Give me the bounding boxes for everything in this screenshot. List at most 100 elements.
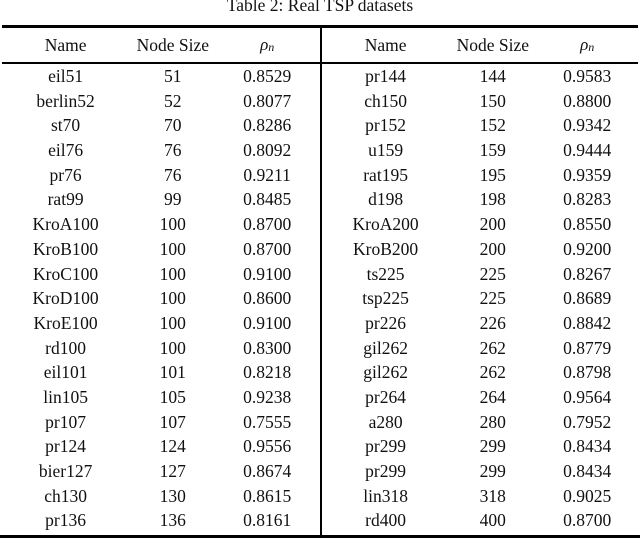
cell-rho: 0.8779 (563, 337, 612, 358)
cell-rho: 0.8700 (243, 238, 292, 259)
cell-rho: 0.7952 (563, 411, 612, 432)
cell-name: pr124 (45, 436, 86, 457)
table-row: eil101 101 0.8218 (0, 360, 320, 385)
cell-name: pr299 (365, 461, 406, 481)
cell-rho: 0.8700 (563, 510, 612, 531)
column-divider-rule (320, 28, 322, 537)
table-row: ch150 150 0.8800 (320, 89, 640, 114)
cell-name: KroE100 (33, 312, 98, 333)
table-row: d198 198 0.8283 (320, 187, 640, 212)
header-label: Name (44, 34, 87, 55)
cell-node-size: 152 (479, 115, 506, 136)
cell-name: gil262 (363, 362, 408, 383)
cell-rho: 0.9200 (563, 238, 612, 259)
cell-node-size: 299 (479, 461, 506, 481)
cell-name: KroA100 (32, 214, 99, 235)
cell-name: KroD100 (32, 288, 99, 309)
cell-name: pr76 (49, 164, 82, 185)
cell-node-size: 105 (159, 386, 186, 407)
cell-node-size: 100 (159, 238, 186, 259)
cell-node-size: 318 (479, 485, 506, 506)
table-row: pr264 264 0.9564 (320, 385, 640, 410)
cell-name: st70 (51, 115, 81, 136)
cell-rho: 0.8485 (243, 189, 292, 210)
cell-node-size: 280 (479, 411, 506, 432)
cell-name: bier127 (38, 461, 93, 481)
table-row: ch130 130 0.8615 (0, 484, 320, 509)
cell-node-size: 100 (159, 312, 186, 333)
cell-name: rd400 (365, 510, 406, 531)
cell-rho: 0.9444 (563, 140, 612, 161)
cell-rho: 0.8300 (243, 337, 292, 358)
cell-rho: 0.8092 (243, 140, 292, 161)
table-row: gil262 262 0.8798 (320, 360, 640, 385)
cell-name: tsp225 (362, 288, 409, 309)
cell-node-size: 127 (159, 461, 186, 481)
cell-node-size: 225 (479, 263, 506, 284)
cell-rho: 0.8267 (563, 263, 612, 284)
table-row: rat195 195 0.9359 (320, 163, 640, 188)
table-right-half: pr144 144 0.9583 ch150 150 0.8800 pr152 152 0.93… (320, 64, 640, 535)
cell-rho: 0.9238 (243, 386, 292, 407)
cell-rho: 0.9025 (563, 485, 612, 506)
cell-node-size: 262 (479, 362, 506, 383)
cell-node-size: 198 (479, 189, 506, 210)
header-label: Node Size (456, 34, 529, 55)
rho-symbol: ρ (260, 35, 269, 54)
cell-rho: 0.8689 (563, 288, 612, 309)
cell-rho: 0.8161 (243, 510, 292, 531)
cell-rho: 0.9564 (563, 386, 612, 407)
cell-name: lin105 (43, 386, 88, 407)
cell-name: eil101 (43, 362, 88, 383)
cell-node-size: 262 (479, 337, 506, 358)
table-row: KroB200 200 0.9200 (320, 237, 640, 262)
cell-name: eil76 (48, 140, 84, 161)
table-row: gil262 262 0.8779 (320, 336, 640, 361)
cell-rho: 0.9359 (563, 164, 612, 185)
cell-node-size: 70 (164, 115, 182, 136)
table-row: KroC100 100 0.9100 (0, 262, 320, 287)
cell-node-size: 225 (479, 288, 506, 309)
cell-name: pr144 (365, 66, 406, 86)
cell-name: eil51 (48, 66, 84, 86)
cell-node-size: 52 (164, 90, 182, 111)
cell-name: d198 (368, 189, 404, 210)
cell-name: ts225 (366, 263, 405, 284)
table-row: KroE100 100 0.9100 (0, 311, 320, 336)
col-header-name-right: Name (320, 28, 451, 62)
table-row: pr226 226 0.8842 (320, 311, 640, 336)
cell-name: KroA200 (352, 214, 419, 235)
table-row: pr124 124 0.9556 (0, 434, 320, 459)
cell-rho: 0.9211 (243, 164, 291, 185)
cell-name: pr107 (45, 411, 86, 432)
cell-rho: 0.8842 (563, 312, 612, 333)
cell-node-size: 76 (164, 140, 182, 161)
cell-name: pr264 (365, 386, 406, 407)
header-label: Name (364, 34, 407, 55)
cell-name: a280 (368, 411, 403, 432)
cell-rho: 0.8550 (563, 214, 612, 235)
cell-name: ch130 (44, 485, 87, 506)
table-row: bier127 127 0.8674 (0, 459, 320, 484)
rho-symbol: ρ (580, 35, 589, 54)
table-row: ts225 225 0.8267 (320, 262, 640, 287)
cell-rho: 0.8700 (243, 214, 292, 235)
cell-node-size: 51 (164, 66, 182, 86)
table-row: berlin52 52 0.8077 (0, 89, 320, 114)
col-header-node-size-right: Node Size (451, 28, 534, 62)
table-left-half: eil51 51 0.8529 berlin52 52 0.8077 st70 70 0.828… (0, 64, 320, 535)
col-header-name-left: Name (0, 28, 131, 62)
cell-rho: 0.9556 (243, 436, 292, 457)
cell-rho: 0.8077 (243, 90, 292, 111)
table-row: pr152 152 0.9342 (320, 113, 640, 138)
table-row: rd100 100 0.8300 (0, 336, 320, 361)
cell-name: ch150 (364, 90, 407, 111)
cell-node-size: 400 (479, 510, 506, 531)
cell-name: KroB100 (33, 238, 99, 259)
cell-node-size: 124 (159, 436, 186, 457)
cell-rho: 0.8529 (243, 66, 292, 86)
